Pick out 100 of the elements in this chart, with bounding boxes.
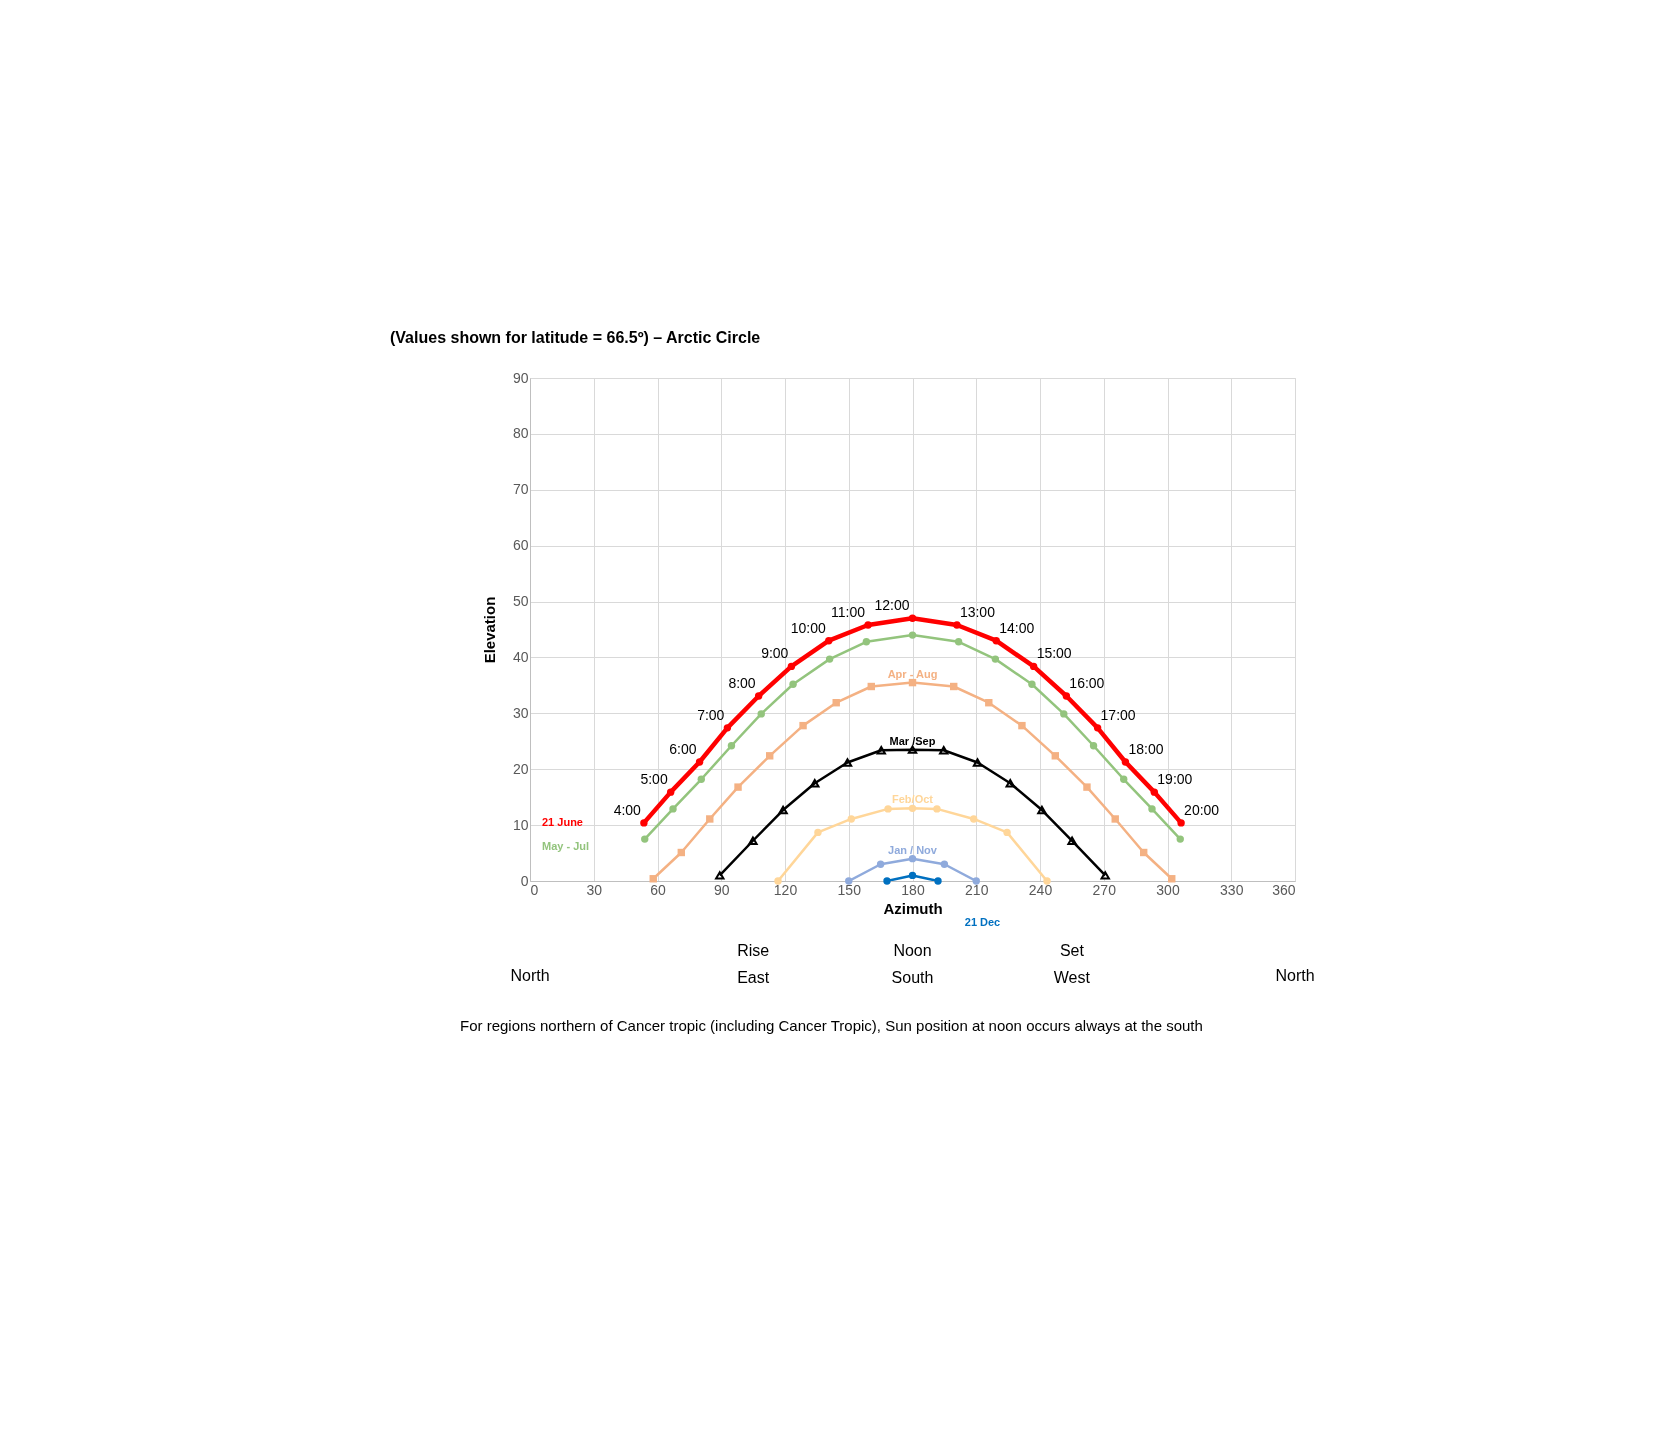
text: North: [1275, 967, 1315, 984]
point: [1003, 828, 1011, 837]
point: [1037, 805, 1047, 815]
point: [972, 877, 980, 885]
y-tick-label: 60: [512, 537, 529, 554]
point: [883, 877, 891, 885]
point: [641, 835, 649, 843]
point: [825, 655, 834, 663]
text: For regions northern of Cancer tropic (including Cancer Tropic), Sun position at noon occurs always at the south: [460, 1017, 1203, 1034]
point: [845, 877, 853, 885]
point: [715, 871, 725, 880]
point: [954, 638, 963, 646]
point: [814, 828, 822, 837]
point: [1051, 752, 1060, 760]
x-tick-label: 330: [1220, 881, 1244, 898]
series-label: Jan / Nov: [888, 843, 938, 856]
annotation: 18:00: [1128, 740, 1164, 757]
point: [787, 662, 796, 671]
annotation: 7:00: [697, 706, 725, 723]
y-tick-label: 40: [512, 648, 529, 665]
point: [876, 860, 885, 868]
series-label: Mar /Sep: [889, 734, 936, 747]
point: [1148, 805, 1156, 813]
point: [697, 775, 705, 783]
point: [933, 805, 941, 813]
point: [864, 621, 872, 629]
point: [1067, 836, 1077, 845]
point: [940, 860, 949, 868]
x-tick-label: 30: [586, 881, 603, 898]
point: [972, 758, 983, 767]
point: [934, 877, 942, 885]
point: [1089, 742, 1098, 750]
point: [757, 710, 765, 718]
point: [1176, 835, 1184, 843]
text: 21 Dec: [964, 916, 1001, 929]
x-tick-label: 240: [1028, 881, 1053, 898]
series-label: Apr - Aug: [887, 667, 938, 680]
annotation: 17:00: [1100, 706, 1136, 723]
point: [666, 788, 675, 796]
y-tick-label: 10: [512, 816, 529, 833]
point: [727, 742, 736, 750]
point: [847, 815, 856, 823]
text: Noon: [893, 942, 932, 959]
y-tick-label: 70: [512, 481, 529, 498]
x-tick-label: 210: [965, 881, 989, 898]
point: [1029, 662, 1038, 671]
annotation: 16:00: [1069, 675, 1105, 692]
point: [1060, 710, 1068, 718]
y-tick-label: 30: [512, 704, 529, 721]
point: [908, 631, 917, 639]
point: [1093, 724, 1102, 732]
x-tick-label: 90: [713, 881, 730, 898]
point: [1177, 819, 1185, 827]
text: May - Jul: [542, 840, 590, 853]
point: [706, 815, 714, 823]
point: [991, 655, 1000, 663]
point: [774, 877, 782, 885]
text: Rise: [737, 942, 770, 959]
point: [842, 758, 853, 767]
point: [884, 805, 892, 813]
annotation: 4:00: [613, 801, 642, 818]
point: [908, 804, 917, 813]
annotation: 9:00: [761, 645, 789, 662]
point: [992, 636, 1000, 645]
text: Set: [1059, 942, 1085, 959]
annotation: 11:00: [831, 604, 866, 621]
y-tick-label: 80: [512, 425, 529, 442]
annotation: 6:00: [669, 740, 697, 757]
x-tick-label: 120: [773, 881, 798, 898]
point: [862, 638, 871, 646]
y-tick-label: 50: [512, 593, 529, 610]
series-label: Feb/Oct: [892, 793, 934, 806]
point: [825, 636, 833, 645]
text: 21 June: [542, 815, 583, 828]
point: [778, 805, 788, 815]
point: [876, 746, 886, 755]
x-tick-label: 60: [650, 881, 666, 898]
point: [908, 871, 917, 880]
point: [669, 805, 677, 813]
point: [1005, 778, 1015, 788]
point: [695, 758, 704, 766]
x-tick-label: 270: [1092, 881, 1117, 898]
point: [734, 783, 742, 791]
point: [1028, 680, 1036, 688]
annotation: 5:00: [640, 771, 668, 788]
point: [799, 721, 807, 730]
point: [939, 746, 949, 755]
point: [1043, 877, 1051, 885]
text: South: [891, 969, 934, 986]
annotation: 13:00: [959, 604, 996, 621]
annotation: 19:00: [1157, 771, 1193, 788]
annotation: 10:00: [790, 619, 826, 636]
x-axis-title: Azimuth: [883, 899, 943, 917]
point: [953, 621, 961, 629]
chart-title: (Values shown for latitude = 66.5º) – Arctic Circle: [390, 329, 761, 346]
point: [908, 854, 917, 863]
x-tick-label: 180: [901, 881, 925, 898]
point: [1083, 783, 1091, 791]
point: [969, 815, 978, 823]
annotation: 14:00: [999, 619, 1035, 636]
